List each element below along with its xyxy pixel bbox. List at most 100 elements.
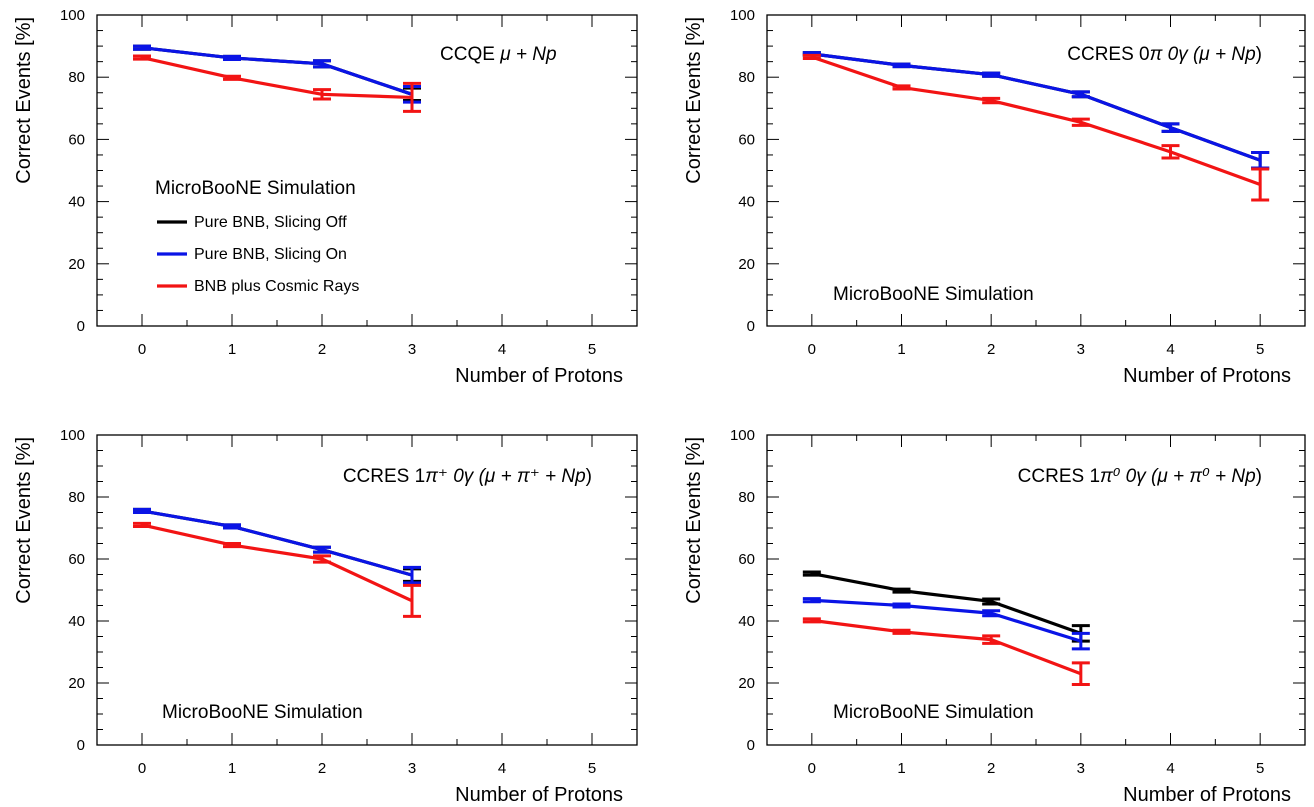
annotation-prefix: CCRES 1 bbox=[343, 466, 425, 487]
series-line bbox=[811, 571, 1082, 635]
y-axis-title: Correct Events [%] bbox=[13, 437, 35, 604]
panel-annotation: CCRES 1π⁺ 0γ (μ + π⁺ + Np) bbox=[343, 466, 592, 487]
x-tick-label: 4 bbox=[1166, 760, 1174, 777]
legend-entry: BNB plus Cosmic Rays bbox=[194, 278, 359, 295]
legend-entry: Pure BNB, Slicing Off bbox=[194, 214, 347, 231]
series-3 bbox=[133, 521, 421, 618]
legend: MicroBooNE Simulation Pure BNB, Slicing O… bbox=[155, 178, 359, 295]
y-tick-label: 100 bbox=[60, 7, 85, 24]
y-tick-label: 60 bbox=[68, 131, 85, 148]
x-tick-label: 2 bbox=[318, 341, 326, 358]
y-tick-label: 60 bbox=[738, 131, 755, 148]
x-tick-label: 0 bbox=[138, 760, 146, 777]
series-2 bbox=[133, 507, 421, 585]
chart-panel-4: 0 20 40 60 80 100 0 1 2 3 4 5 Number of Protons Corre… bbox=[683, 427, 1306, 806]
x-tick-label: 1 bbox=[228, 341, 236, 358]
annotation-suffix: ) bbox=[1256, 466, 1262, 487]
series-3 bbox=[802, 53, 1270, 202]
series-line bbox=[811, 52, 1261, 162]
y-axis-title: Correct Events [%] bbox=[13, 17, 35, 184]
x-tick-label: 0 bbox=[808, 760, 816, 777]
series-line bbox=[141, 509, 413, 577]
series-line bbox=[811, 52, 1261, 162]
y-tick-label: 20 bbox=[738, 675, 755, 692]
panel-annotation: CCQE μ + Np bbox=[440, 44, 557, 65]
series-2 bbox=[802, 597, 1090, 651]
x-tick-label: 2 bbox=[318, 760, 326, 777]
y-tick-label: 100 bbox=[60, 427, 85, 444]
y-tick-label: 40 bbox=[68, 613, 85, 630]
x-tick-label: 4 bbox=[498, 341, 506, 358]
legend-entry: Pure BNB, Slicing On bbox=[194, 246, 347, 263]
series-3 bbox=[802, 617, 1090, 687]
x-tick-label: 1 bbox=[228, 760, 236, 777]
series-line bbox=[141, 46, 413, 96]
x-tick-label: 1 bbox=[897, 760, 905, 777]
simulation-label: MicroBooNE Simulation bbox=[162, 702, 363, 723]
y-tick-label: 40 bbox=[738, 613, 755, 630]
y-tick-label: 40 bbox=[738, 194, 755, 211]
annotation-prefix: CCQE bbox=[440, 44, 500, 65]
annotation-body: μ + bbox=[499, 44, 532, 65]
y-tick-label: 0 bbox=[77, 318, 85, 335]
y-tick-label: 100 bbox=[730, 427, 755, 444]
y-tick-label: 80 bbox=[68, 489, 85, 506]
y-tick-label: 0 bbox=[747, 737, 755, 754]
series-1 bbox=[133, 507, 421, 583]
y-tick-label: 40 bbox=[68, 194, 85, 211]
y-tick-label: 80 bbox=[68, 69, 85, 86]
chart-panel-3: 0 20 40 60 80 100 0 1 2 3 4 5 Number of Protons Corre… bbox=[13, 427, 638, 806]
x-tick-label: 3 bbox=[408, 760, 416, 777]
x-axis-title: Number of Protons bbox=[455, 784, 623, 806]
series-2 bbox=[133, 44, 421, 104]
panel-annotation: CCRES 1π⁰ 0γ (μ + π⁰ + Np) bbox=[1018, 466, 1262, 487]
annotation-np: Np bbox=[1231, 44, 1255, 65]
x-tick-label: 2 bbox=[987, 341, 995, 358]
y-axis-title: Correct Events [%] bbox=[683, 437, 705, 604]
panel-annotation: CCRES 0π 0γ (μ + Np) bbox=[1067, 44, 1262, 65]
chart-panel-1: 0 20 40 60 80 100 0 1 2 3 4 5 Number of Protons Corre… bbox=[13, 7, 638, 387]
annotation-body: π 0γ (μ + bbox=[1150, 44, 1232, 65]
y-tick-label: 0 bbox=[77, 737, 85, 754]
y-axis-title: Correct Events [%] bbox=[683, 17, 705, 184]
legend-title: MicroBooNE Simulation bbox=[155, 178, 356, 199]
x-axis-title: Number of Protons bbox=[1123, 365, 1291, 387]
annotation-np: Np bbox=[561, 466, 585, 487]
series-line bbox=[811, 55, 1261, 186]
series-line bbox=[811, 618, 1082, 676]
simulation-label: MicroBooNE Simulation bbox=[833, 284, 1034, 305]
x-tick-label: 1 bbox=[897, 341, 905, 358]
series-1 bbox=[133, 44, 421, 103]
series-3 bbox=[133, 54, 421, 113]
annotation-suffix: ) bbox=[586, 466, 592, 487]
annotation-suffix: ) bbox=[1256, 44, 1262, 65]
y-tick-label: 100 bbox=[730, 7, 755, 24]
x-axis-title: Number of Protons bbox=[455, 365, 623, 387]
x-tick-label: 3 bbox=[1077, 760, 1085, 777]
x-tick-label: 4 bbox=[498, 760, 506, 777]
x-tick-label: 2 bbox=[987, 760, 995, 777]
chart-panel-2: 0 20 40 60 80 100 0 1 2 3 4 5 Number of Protons Corre… bbox=[683, 7, 1306, 387]
x-tick-label: 5 bbox=[1256, 760, 1264, 777]
y-tick-label: 60 bbox=[738, 551, 755, 568]
x-tick-label: 5 bbox=[588, 760, 596, 777]
annotation-body: π⁺ 0γ (μ + π⁺ + bbox=[425, 466, 561, 487]
y-tick-label: 20 bbox=[68, 675, 85, 692]
x-tick-label: 4 bbox=[1166, 341, 1174, 358]
series-line bbox=[811, 598, 1082, 643]
x-tick-label: 0 bbox=[808, 341, 816, 358]
y-tick-label: 0 bbox=[747, 318, 755, 335]
series-line bbox=[141, 56, 413, 100]
simulation-label: MicroBooNE Simulation bbox=[833, 702, 1034, 723]
x-tick-label: 0 bbox=[138, 341, 146, 358]
y-tick-label: 20 bbox=[738, 256, 755, 273]
series-line bbox=[141, 509, 413, 577]
x-axis-title: Number of Protons bbox=[1123, 784, 1291, 806]
x-tick-label: 3 bbox=[1077, 341, 1085, 358]
y-tick-label: 80 bbox=[738, 69, 755, 86]
y-tick-label: 80 bbox=[738, 489, 755, 506]
x-tick-label: 5 bbox=[1256, 341, 1264, 358]
x-tick-label: 3 bbox=[408, 341, 416, 358]
annotation-body: π⁰ 0γ (μ + π⁰ + bbox=[1100, 466, 1231, 487]
annotation-np: Np bbox=[532, 44, 556, 65]
